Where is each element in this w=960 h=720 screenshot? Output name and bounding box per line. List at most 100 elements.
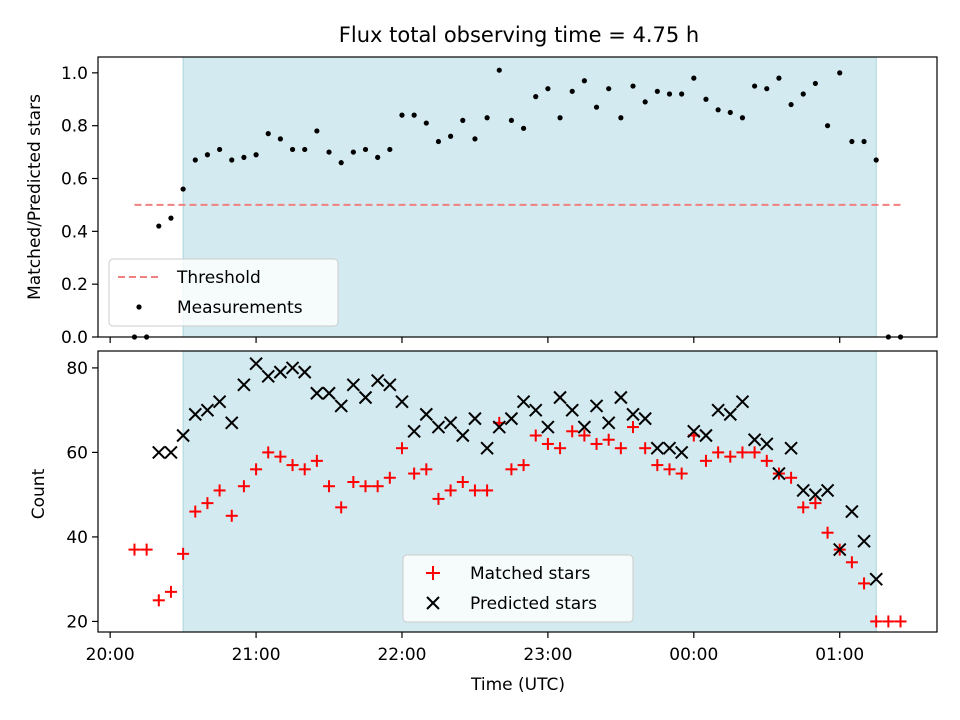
matched-star-point (627, 421, 640, 434)
matched-star-point (213, 484, 226, 497)
y-tick-label: 60 (66, 443, 88, 463)
x-axis-label: Time (UTC) (470, 675, 565, 695)
matched-star-point (505, 463, 518, 476)
measurement-point (630, 83, 636, 89)
matched-star-point (225, 509, 238, 522)
x-tick-label: 23:00 (523, 645, 572, 665)
measurement-point (557, 115, 563, 121)
predicted-star-point (152, 445, 166, 460)
measurement-point (824, 123, 831, 129)
measurement-point (204, 152, 211, 158)
measurement-point (362, 146, 369, 153)
ratio-panel: 0.0 0.2 0.4 0.6 0.8 1.0 Matched/Predicted sta… (25, 56, 938, 348)
matched-star-point (639, 442, 652, 455)
y-tick-label: 40 (66, 528, 88, 548)
measurement-point (618, 115, 624, 121)
matched-star-point (359, 480, 372, 493)
matched-star-point (590, 437, 603, 450)
legend-matched-swatch (426, 566, 440, 580)
measurement-point (399, 112, 405, 118)
matched-star-point (566, 425, 579, 438)
matched-star-point (298, 463, 311, 476)
matched-star-point (614, 442, 627, 455)
predicted-star-point (176, 428, 190, 443)
predicted-star-point (504, 411, 519, 426)
x-tick-label: 22:00 (377, 645, 426, 665)
predicted-star-point (687, 424, 701, 438)
matched-star-point (408, 467, 421, 480)
measurement-point (545, 86, 551, 92)
matched-star-point (420, 463, 433, 476)
measurement-point (691, 75, 697, 81)
measurement-point (849, 138, 855, 145)
ratio-x-ticks (109, 337, 841, 343)
legend-measurement-label: Measurements (177, 298, 303, 318)
count-y-axis-label: Count (29, 468, 49, 519)
predicted-star-point (735, 394, 750, 409)
matched-star-point (712, 446, 725, 459)
measurement-point (448, 133, 454, 139)
matched-star-point (250, 463, 263, 476)
measurement-point (241, 154, 247, 160)
matched-star-point (201, 497, 214, 510)
matched-star-point (699, 454, 712, 467)
count-panel-frame (97, 350, 938, 633)
matched-star-point (797, 501, 810, 514)
predicted-star-point (249, 356, 263, 371)
measurement-point (654, 88, 660, 94)
measurement-point (387, 146, 393, 153)
matched-star-point (894, 615, 907, 628)
matched-star-point (724, 450, 737, 463)
predicted-star-point (468, 411, 482, 426)
legend-predicted-swatch (426, 596, 440, 610)
matched-star-point (177, 547, 190, 560)
matched-star-point (444, 484, 457, 497)
predicted-star-point (200, 403, 215, 417)
measurement-point (277, 136, 283, 142)
matched-star-point (237, 480, 250, 493)
measurement-point (229, 157, 235, 163)
predicted-star-point (772, 466, 786, 481)
predicted-star-point (638, 411, 652, 426)
ratio-y-axis-label: Matched/Predicted stars (25, 94, 45, 300)
matched-star-point (128, 543, 141, 556)
matched-star-point (468, 484, 481, 497)
chart-title: Flux total observing time = 4.75 h (339, 23, 699, 47)
predicted-star-point (395, 394, 409, 409)
matched-star-point (578, 429, 591, 442)
y-tick-label: 80 (66, 359, 88, 379)
ratio-panel-frame (97, 56, 938, 338)
measurement-point (606, 86, 612, 92)
predicted-star-point (565, 403, 579, 417)
measurement-point (812, 80, 819, 87)
predicted-star-point (164, 445, 178, 460)
measurement-point (739, 115, 746, 121)
matched-star-point (882, 615, 895, 628)
legend-matched-label: Matched stars (470, 564, 590, 584)
matched-star-point (541, 437, 554, 450)
measurement-point (593, 104, 600, 110)
matched-star-point (785, 471, 798, 484)
predicted-star-point (796, 483, 810, 498)
matched-star-point (651, 459, 664, 472)
predicted-star-point (298, 365, 312, 379)
x-tick-label: 20:00 (86, 645, 135, 665)
predicted-star-point (516, 394, 531, 409)
matched-star-point (517, 459, 530, 472)
measurement-point (180, 186, 186, 192)
x-tick-label: 21:00 (232, 645, 281, 665)
predicted-star-point (614, 390, 628, 405)
y-tick-label: 0.2 (61, 275, 88, 295)
predicted-star-point (334, 399, 348, 413)
predicted-star-point (431, 420, 446, 434)
count-legend: Matched stars Predicted stars (402, 554, 634, 623)
matched-star-point (335, 501, 348, 514)
ratio-y-ticks: 0.0 0.2 0.4 0.6 0.8 1.0 (61, 64, 98, 348)
predicted-star-point (553, 390, 567, 405)
measurement-point (873, 157, 879, 163)
predicted-star-point (820, 483, 835, 498)
predicted-star-point (370, 373, 385, 388)
measurement-point (837, 70, 843, 76)
